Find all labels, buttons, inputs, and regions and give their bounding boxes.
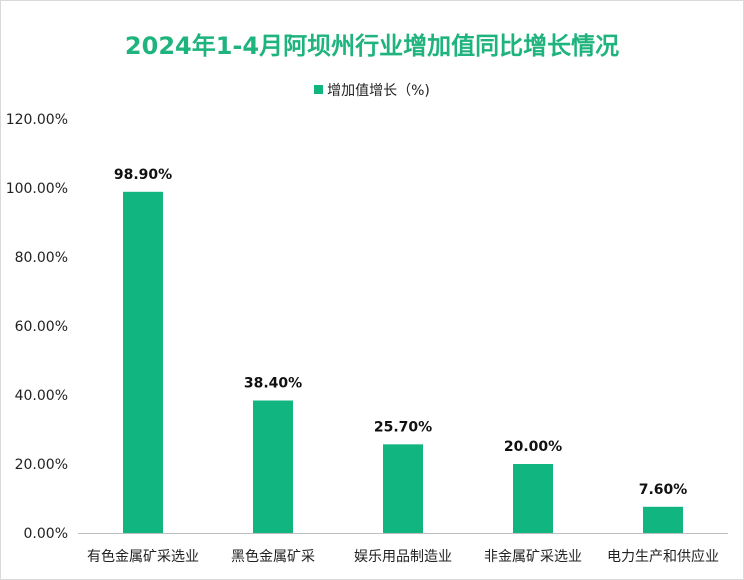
bar [513,464,553,533]
data-label: 98.90% [114,167,172,183]
x-tick-label: 非金属矿采选业 [484,549,582,565]
x-tick-label: 有色金属矿采选业 [87,548,199,565]
chart-title: 2024年1-4月阿坝州行业增加值同比增长情况 [124,32,620,60]
x-tick-label: 电力生产和供应业 [607,548,719,565]
data-label: 25.70% [374,419,432,435]
bar [253,400,293,533]
bar [383,444,423,533]
y-tick-label: 0.00% [24,526,68,542]
data-label: 7.60% [639,482,688,498]
y-tick-label: 100.00% [6,181,68,197]
data-label: 38.40% [244,376,302,392]
legend-label: 增加值增长（%) [327,83,430,99]
y-tick-label: 60.00% [15,319,68,335]
y-tick-label: 120.00% [6,112,68,128]
legend: 增加值增长（%) [0,80,744,100]
y-tick-label: 80.00% [15,250,68,266]
data-labels: 98.90% 38.40% 25.70% 20.00% 7.60% [114,167,687,498]
y-axis-ticks: 0.00% 20.00% 40.00% 60.00% 80.00% 100.00% 120.… [6,112,68,542]
x-axis-ticks: 有色金属矿采选业 黑色金属矿采 娱乐用品制造业 非金属矿采选业 电力生产和供应业 [87,548,719,565]
bar [123,191,163,534]
y-tick-label: 40.00% [15,388,68,404]
x-tick-label: 黑色金属矿采 [231,548,315,565]
x-tick-label: 娱乐用品制造业 [354,549,452,565]
y-tick-label: 20.00% [15,457,68,473]
data-label: 20.00% [504,439,562,455]
bar-series [123,191,683,534]
bar [643,506,683,533]
legend-swatch [314,85,324,94]
